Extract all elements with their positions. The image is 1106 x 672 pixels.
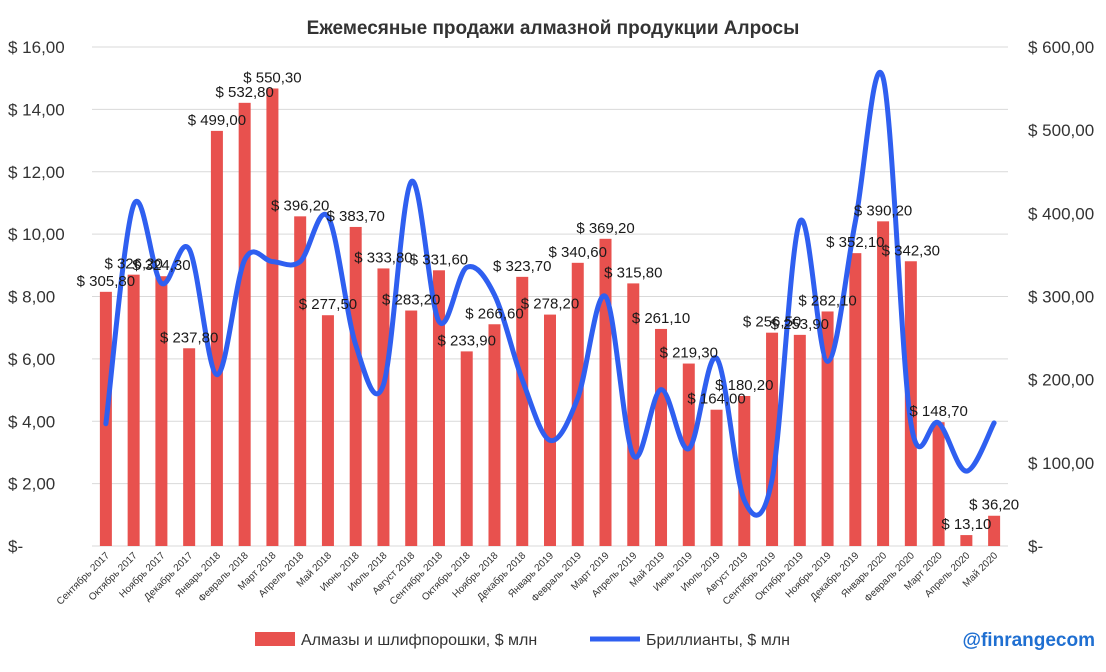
bar: [821, 311, 834, 546]
bar: [599, 238, 612, 546]
left-tick-label: $-: [8, 537, 23, 556]
bar-data-label: $ 256,50: [743, 314, 801, 331]
legend-label-bars: Алмазы и шлифпорошки, $ млн: [301, 632, 537, 649]
left-tick-label: $ 2,00: [8, 475, 55, 494]
bar-data-label: $ 282,10: [798, 292, 856, 309]
left-tick-label: $ 12,00: [8, 163, 65, 182]
bar-data-label: $ 369,20: [576, 220, 634, 237]
bar: [488, 324, 501, 546]
bar: [127, 274, 140, 546]
bar: [238, 102, 251, 546]
bar: [405, 310, 418, 546]
data-labels: $ 305,80$ 326,20$ 324,30 $ 237,80 $ 499,00…: [77, 69, 1019, 533]
left-tick-label: $ 4,00: [8, 412, 55, 431]
right-tick-label: $ 300,00: [1028, 288, 1094, 307]
bar-data-label: $ 550,30: [243, 69, 301, 86]
bar-data-label: $ 261,10: [632, 310, 690, 327]
bar-data-label: $ 13,10: [941, 516, 991, 533]
bar-data-label: $ 352,10: [826, 234, 884, 251]
chart-title: Ежемесяные продажи алмазной продукции Ал…: [307, 18, 800, 39]
bar-data-label: $ 148,70: [909, 403, 967, 420]
bar: [655, 328, 668, 546]
right-tick-label: $ 500,00: [1028, 121, 1094, 140]
bar: [155, 276, 168, 546]
bar-data-label: $ 164,00: [687, 391, 745, 408]
bar: [710, 409, 723, 546]
bar-data-label: $ 340,60: [549, 244, 607, 261]
bar: [266, 88, 279, 547]
left-tick-label: $ 10,00: [8, 225, 65, 244]
bar-data-label: $ 323,70: [493, 258, 551, 275]
bar: [349, 226, 362, 546]
bar-data-label: $ 237,80: [160, 329, 218, 346]
bar: [544, 314, 556, 546]
right-tick-label: $ 200,00: [1028, 371, 1094, 390]
right-tick-label: $-: [1028, 537, 1043, 556]
x-tick-label: Октябрь 2019: [752, 549, 806, 603]
bar-data-label: $ 383,70: [327, 208, 385, 225]
bar: [988, 515, 1001, 546]
bar: [460, 351, 473, 546]
x-tick-label: Декабрь 2019: [808, 549, 862, 603]
bar-data-label: $ 326,20: [104, 256, 162, 273]
bar-data-label: $ 396,20: [271, 197, 329, 214]
bar-data-label: $ 266,60: [465, 305, 523, 322]
bar-series: [99, 88, 1001, 547]
bar-data-label: $ 36,20: [969, 497, 1019, 514]
bar: [321, 315, 334, 546]
bar-data-label: $ 333,80: [354, 249, 412, 266]
bar-data-label: $ 219,30: [660, 345, 718, 362]
bar: [849, 253, 862, 547]
bar: [682, 363, 695, 546]
bar-data-label: $ 315,80: [604, 264, 662, 281]
bar: [960, 535, 973, 546]
watermark: @finrangecom: [962, 630, 1095, 651]
right-axis: $- $ 100,00 $ 200,00 $ 300,00 $ 400,00 $ 500,…: [1028, 38, 1094, 556]
bar-data-label: $ 180,20: [715, 377, 773, 394]
left-tick-label: $ 16,00: [8, 38, 65, 57]
bar-data-label: $ 233,90: [438, 332, 496, 349]
bar: [877, 221, 890, 546]
x-tick-label: Декабрь 2017: [142, 549, 196, 603]
right-tick-label: $ 400,00: [1028, 204, 1094, 223]
bar-data-label: $ 390,20: [854, 202, 912, 219]
x-tick-label: Октябрь 2018: [419, 549, 473, 603]
bar: [183, 348, 196, 546]
bar-data-label: $ 253,90: [771, 316, 829, 333]
bar-data-label: $ 331,60: [410, 251, 468, 268]
bar: [516, 276, 529, 546]
left-tick-label: $ 8,00: [8, 288, 55, 307]
bar-data-label: $ 342,30: [882, 242, 940, 259]
bar: [432, 270, 445, 546]
bar: [627, 283, 640, 546]
left-tick-label: $ 14,00: [8, 100, 65, 119]
bar-data-label: $ 324,30: [132, 257, 190, 274]
bar-data-label: $ 532,80: [215, 84, 273, 101]
bar-data-label: $ 305,80: [77, 273, 135, 290]
bar-data-label: $ 278,20: [521, 296, 579, 313]
x-tick-label: Октябрь 2017: [86, 549, 140, 603]
bar: [377, 268, 390, 546]
legend-label-line: Бриллианты, $ млн: [646, 632, 790, 649]
legend-swatch-bars: [255, 632, 295, 646]
bar: [294, 216, 307, 546]
legend: Алмазы и шлифпорошки, $ млн Бриллианты, …: [255, 632, 790, 649]
line-path: [103, 70, 997, 518]
bar-data-label: $ 499,00: [188, 112, 246, 129]
right-tick-label: $ 100,00: [1028, 454, 1094, 473]
x-tick-label: Декабрь 2018: [475, 549, 529, 603]
left-axis: $- $ 2,00 $ 4,00 $ 6,00 $ 8,00 $ 10,00 $ 12,00…: [8, 38, 65, 556]
bar: [793, 334, 806, 546]
bar-data-label: $ 283,20: [382, 292, 440, 309]
bar-data-label: $ 277,50: [299, 296, 357, 313]
right-tick-label: $ 600,00: [1028, 38, 1094, 57]
bar: [210, 130, 223, 546]
bar: [932, 422, 945, 546]
line-series: [103, 70, 997, 518]
left-tick-label: $ 6,00: [8, 350, 55, 369]
